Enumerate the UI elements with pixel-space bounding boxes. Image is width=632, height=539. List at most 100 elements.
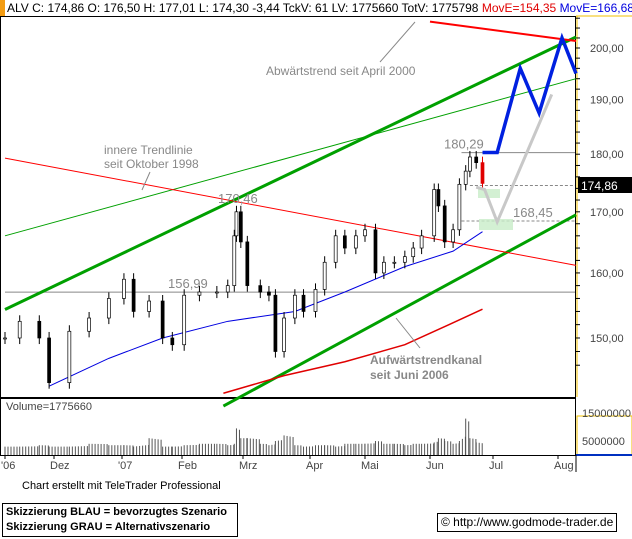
annotation-arrow xyxy=(395,317,421,349)
trend-line xyxy=(4,157,577,266)
candle-body xyxy=(363,229,367,237)
ma-blue-label: MovE=166,68 xyxy=(559,1,632,15)
quote-values: C: 174,86 O: 176,50 H: 177,01 L: 174,30 … xyxy=(32,1,479,15)
candle-body xyxy=(238,211,243,243)
scenario-gray-line xyxy=(475,93,554,226)
candle-body xyxy=(353,235,358,249)
scenario-legend: Skizzierung BLAU = bevorzugtes Szenario … xyxy=(2,503,238,537)
price-chart: 200,00 190,00 180,00 170,00 160,00 150,00 180,… xyxy=(0,15,632,472)
candle-body xyxy=(322,261,327,290)
ma-red-label: MovE=154,35 xyxy=(481,1,557,15)
legend-gray: Skizzierung GRAU = Alternativszenario xyxy=(6,521,211,533)
x-tick-label: Feb xyxy=(178,460,197,472)
level-label: 180,29 xyxy=(444,137,484,152)
plot-frame xyxy=(0,16,576,398)
candle-body xyxy=(197,291,202,296)
candle-body xyxy=(463,170,468,185)
candle-body xyxy=(419,235,424,249)
annotation-arrow xyxy=(141,171,151,191)
candle-body xyxy=(402,256,407,263)
y-tick-label: 180,00 xyxy=(590,149,624,161)
x-tick-label: Mai xyxy=(361,460,379,472)
candle-body xyxy=(67,330,72,383)
x-tick-label: Apr xyxy=(306,460,323,472)
volume-tick-label: 15000000 xyxy=(582,408,631,420)
candle-body xyxy=(87,317,91,332)
candle-body xyxy=(382,261,386,274)
annotation-channel-1: Aufwärtstrendkanal xyxy=(370,353,482,367)
annotation-downtrend: Abwärtstrend seit April 2000 xyxy=(266,64,416,78)
copyright-link[interactable]: © http://www.godmode-trader.de xyxy=(437,513,618,532)
candle-body xyxy=(436,189,441,207)
x-tick-label: Jul xyxy=(489,460,503,472)
candle-body xyxy=(232,235,237,286)
candle-body xyxy=(273,294,278,352)
candle-body xyxy=(333,235,338,263)
candle-body xyxy=(245,241,250,286)
x-tick-label: Mrz xyxy=(239,460,257,472)
x-tick-label: Jun xyxy=(426,460,444,472)
trend-line xyxy=(4,35,577,311)
candle-body xyxy=(293,294,297,319)
candle-body xyxy=(160,300,165,339)
symbol-marker xyxy=(0,0,5,16)
ma-red-line xyxy=(223,308,483,394)
candle-body xyxy=(122,278,126,299)
y-tick-label: 160,00 xyxy=(590,268,624,280)
quote-header: ALV C: 174,86 O: 176,50 H: 177,01 L: 174… xyxy=(0,0,632,16)
trend-line xyxy=(222,213,577,408)
candle-body xyxy=(411,247,416,258)
candle-body xyxy=(451,229,455,243)
scenario-blue-line xyxy=(482,32,578,155)
trend-line xyxy=(4,78,577,237)
candle-body xyxy=(131,278,136,312)
candle-body xyxy=(480,162,485,184)
last-price-label: 174,86 xyxy=(581,179,618,193)
annotation-inner-2: seit Oktober 1998 xyxy=(104,157,199,171)
candle-body xyxy=(301,294,306,312)
x-tick-label: '06 xyxy=(1,460,15,472)
y-tick-label: 190,00 xyxy=(590,95,624,107)
candle-body xyxy=(215,291,219,294)
high-label: 170,46 xyxy=(218,191,258,206)
candle-body xyxy=(234,211,239,237)
candle-body xyxy=(392,261,397,264)
target-zone xyxy=(479,219,513,230)
annotation-inner-1: innere Trendlinie xyxy=(104,143,193,157)
last-price-box xyxy=(578,177,632,193)
candle-body xyxy=(182,294,187,346)
trend-line xyxy=(429,20,577,42)
candle-body xyxy=(342,235,347,249)
candle-body xyxy=(468,156,472,172)
target-zone xyxy=(478,189,500,198)
y-tick-label: 150,00 xyxy=(590,333,624,345)
symbol: ALV xyxy=(7,1,29,15)
candle-body xyxy=(432,189,437,237)
annotation-arrow xyxy=(379,21,416,63)
legend-blue: Skizzierung BLAU = bevorzugtes Szenario xyxy=(6,506,227,518)
x-tick-label: Dez xyxy=(50,460,70,472)
candle-body xyxy=(282,317,286,352)
candle-body xyxy=(225,285,230,293)
x-tick-label: '07 xyxy=(118,460,132,472)
candle-body xyxy=(313,289,318,312)
y-tick-label: 200,00 xyxy=(590,43,624,55)
candle-body xyxy=(474,156,479,163)
volume-tick-label: 5000000 xyxy=(582,436,625,448)
candle-body xyxy=(3,337,7,340)
candle-body xyxy=(442,205,447,243)
candle-body xyxy=(170,337,175,346)
y-tick-label: 170,00 xyxy=(590,207,624,219)
candle-body xyxy=(17,320,22,339)
volume-label: Volume=1775660 xyxy=(6,401,92,413)
chart-credit: Chart erstellt mit TeleTrader Profession… xyxy=(22,480,221,492)
candle-body xyxy=(267,291,271,296)
candle-body xyxy=(106,298,111,319)
level-label: 156,99 xyxy=(168,276,208,291)
level-label: 168,45 xyxy=(513,205,553,220)
candle-body xyxy=(47,337,51,383)
candle-body xyxy=(457,183,462,231)
x-tick-label: Aug xyxy=(554,460,574,472)
candle-body xyxy=(258,285,263,293)
candle-body xyxy=(147,300,151,312)
